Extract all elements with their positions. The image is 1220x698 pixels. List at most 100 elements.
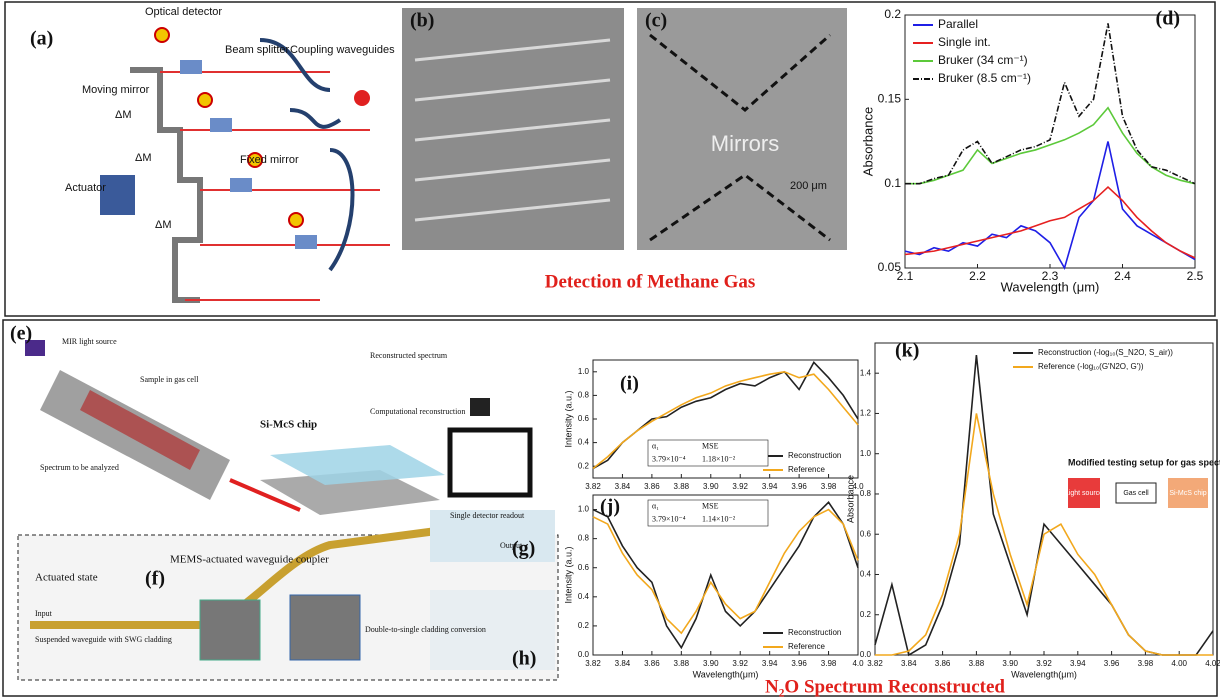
x-tick-label: 3.88 — [969, 659, 985, 668]
x-tick-label: 3.98 — [821, 659, 837, 668]
y-axis-label: Absorbance — [845, 475, 855, 523]
y-tick-label: 0.8 — [860, 489, 872, 498]
inset-label: Light source — [1065, 490, 1103, 497]
x-tick-label: 3.82 — [585, 482, 601, 491]
panel-label: (h) — [512, 648, 536, 670]
annotation: Suspended waveguide with SWG cladding — [35, 635, 172, 644]
y-tick-label: 1.0 — [578, 505, 590, 514]
annotation: Beam splitter — [225, 44, 290, 56]
legend-label: Reconstruction — [788, 628, 841, 637]
panel-label: (k) — [895, 340, 919, 362]
x-tick-label: 2.2 — [969, 269, 986, 283]
x-tick-label: 3.86 — [935, 659, 951, 668]
caption: Detection of Methane Gas — [545, 271, 756, 292]
panel-label: (i) — [620, 373, 639, 395]
y-tick-label: 0.6 — [578, 563, 590, 572]
annotation: Actuated state — [35, 572, 98, 584]
annotation: ΔM — [135, 152, 152, 164]
table-cell: α₁ — [652, 501, 659, 510]
x-tick-label: 3.90 — [1002, 659, 1018, 668]
plot-frame — [875, 343, 1213, 655]
series-line — [875, 355, 1213, 655]
y-tick-label: 1.0 — [578, 367, 590, 376]
x-tick-label: 3.82 — [585, 659, 601, 668]
x-tick-label: 3.92 — [1036, 659, 1052, 668]
y-tick-label: 0.4 — [578, 592, 590, 601]
legend-label: Bruker (8.5 cm⁻¹) — [938, 71, 1031, 85]
y-tick-label: 0.2 — [578, 621, 590, 630]
y-tick-label: 1.4 — [860, 368, 872, 377]
x-axis-label: Wavelength(μm) — [1011, 669, 1077, 679]
y-tick-label: 0.6 — [860, 529, 872, 538]
table-cell: 1.14×10⁻² — [702, 514, 736, 523]
annotation: 200 μm — [790, 180, 827, 192]
y-tick-label: 1.0 — [860, 449, 872, 458]
annotation: ΔM — [115, 109, 132, 121]
y-tick-label: 0.2 — [860, 610, 872, 619]
y-tick-label: 0.6 — [578, 414, 590, 423]
legend-label: Parallel — [938, 17, 978, 31]
legend-label: Bruker (34 cm⁻¹) — [938, 53, 1028, 67]
x-axis-label: Wavelength (μm) — [1001, 279, 1100, 294]
annotation: Reconstructed spectrum — [370, 351, 448, 360]
y-tick-label: 0.0 — [578, 650, 590, 659]
x-tick-label: 3.82 — [867, 659, 883, 668]
legend-label: Single int. — [938, 35, 991, 49]
y-axis-label: Absorbance — [860, 107, 875, 176]
x-tick-label: 3.86 — [644, 659, 660, 668]
series-line — [905, 108, 1195, 184]
annotation: Output — [500, 541, 523, 550]
y-tick-label: 0.8 — [578, 391, 590, 400]
table-cell: MSE — [702, 501, 719, 510]
y-tick-label: 1.2 — [860, 409, 872, 418]
panel-label: (e) — [10, 323, 32, 345]
inset-label: Si-McS chip — [1169, 490, 1206, 497]
x-tick-label: 3.96 — [791, 482, 807, 491]
x-tick-label: 4.02 — [1205, 659, 1220, 668]
y-tick-label: 0.15 — [878, 92, 902, 106]
table-cell: 3.79×10⁻⁴ — [652, 514, 686, 523]
y-tick-label: 0.05 — [878, 260, 902, 274]
y-axis-label: Intensity (a.u.) — [563, 390, 573, 447]
sem-image — [637, 8, 847, 250]
table-cell: MSE — [702, 441, 719, 450]
x-tick-label: 3.94 — [1070, 659, 1086, 668]
y-tick-label: 0.1 — [884, 176, 901, 190]
x-tick-label: 3.88 — [674, 482, 690, 491]
x-tick-label: 3.92 — [732, 659, 748, 668]
annotation: Moving mirror — [82, 84, 150, 96]
x-tick-label: 3.88 — [674, 659, 690, 668]
x-tick-label: 4.0 — [852, 659, 864, 668]
annotation: Si-McS chip — [260, 419, 317, 431]
x-tick-label: 3.84 — [615, 482, 631, 491]
annotation: Actuator — [65, 182, 106, 194]
x-tick-label: 3.84 — [901, 659, 917, 668]
y-tick-label: 0.0 — [860, 650, 872, 659]
annotation: ΔM — [155, 219, 172, 231]
x-tick-label: 3.96 — [791, 659, 807, 668]
annotation: Fixed mirror — [240, 154, 299, 166]
y-tick-label: 0.4 — [578, 438, 590, 447]
series-line — [875, 413, 1213, 655]
x-tick-label: 3.90 — [703, 482, 719, 491]
panel-label: (a) — [30, 28, 53, 50]
x-tick-label: 3.92 — [732, 482, 748, 491]
table-cell: 1.18×10⁻² — [702, 454, 736, 463]
y-axis-label: Intensity (a.u.) — [563, 546, 573, 603]
x-tick-label: 3.84 — [615, 659, 631, 668]
x-tick-label: 3.86 — [644, 482, 660, 491]
x-tick-label: 4.00 — [1171, 659, 1187, 668]
annotation: Double-to-single cladding conversion — [365, 625, 486, 634]
annotation: Coupling waveguides — [290, 44, 395, 56]
annotation: Optical detector — [145, 6, 222, 18]
figure: (a) Optical detector Beam splitter Coupl… — [0, 0, 1220, 698]
series-line — [593, 510, 858, 634]
legend-label: Reference — [788, 642, 825, 651]
x-tick-label: 3.90 — [703, 659, 719, 668]
panel-label: (f) — [145, 568, 165, 590]
x-tick-label: 2.4 — [1114, 269, 1131, 283]
panel-label: (d) — [1156, 8, 1180, 30]
annotation: MEMS-actuated waveguide coupler — [170, 554, 329, 566]
panel-label: (c) — [645, 10, 667, 32]
legend-label: Reconstruction (-log₁₀(S_N2O, S_air)) — [1038, 348, 1173, 357]
